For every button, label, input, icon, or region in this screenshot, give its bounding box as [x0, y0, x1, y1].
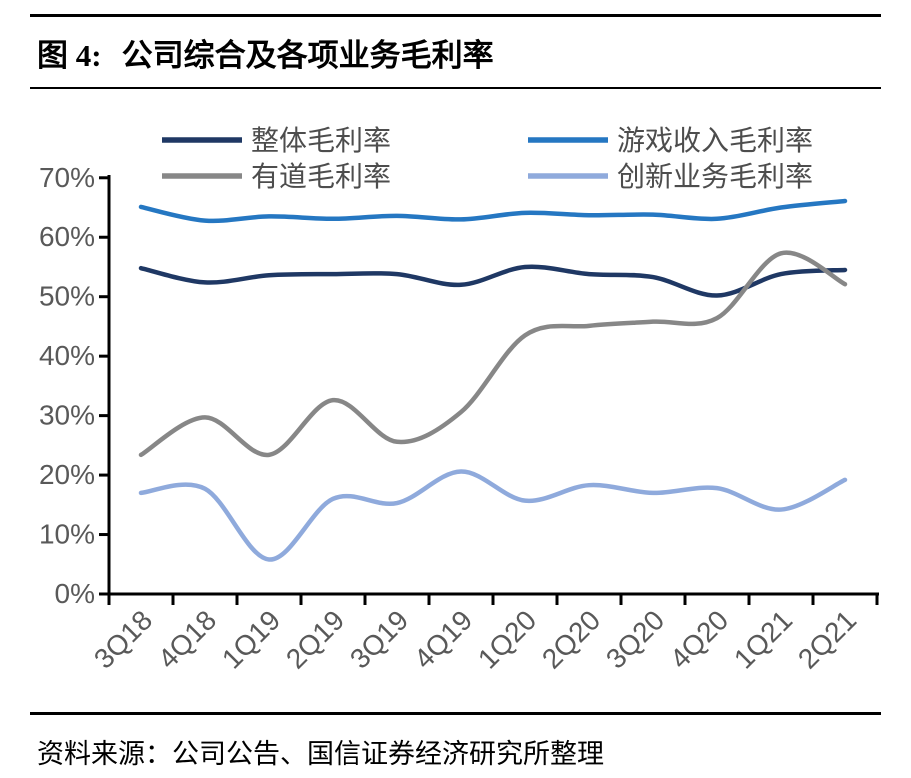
y-axis-label: 20% — [39, 459, 95, 490]
legend-label-overall: 整体毛利率 — [251, 125, 391, 157]
series-line-overall — [138, 264, 848, 298]
x-axis-label: 1Q21 — [728, 604, 798, 674]
legend-label-youdao: 有道毛利率 — [251, 161, 391, 193]
figure-title: 公司综合及各项业务毛利率 — [121, 38, 494, 73]
divider-top — [30, 14, 881, 17]
x-axis-label: 4Q20 — [664, 604, 734, 674]
x-axis-label: 1Q19 — [216, 604, 286, 674]
legend-label-innovation: 创新业务毛利率 — [617, 161, 813, 193]
figure-number-label: 图 4: — [37, 38, 102, 73]
x-axis-label: 2Q21 — [792, 604, 862, 674]
x-axis-label: 3Q20 — [600, 604, 670, 674]
gross-margin-line-chart: 0%10%20%30%40%50%60%70%3Q184Q181Q192Q193… — [39, 125, 879, 675]
series-line-youdao — [138, 250, 848, 458]
y-axis-label: 70% — [39, 162, 95, 193]
y-axis-label: 10% — [39, 519, 95, 550]
y-axis-label: 50% — [39, 281, 95, 312]
figure-title-row: 图 4: 公司综合及各项业务毛利率 — [37, 30, 494, 75]
legend-label-game: 游戏收入毛利率 — [617, 125, 813, 157]
y-axis-label: 40% — [39, 340, 95, 371]
y-axis-label: 30% — [39, 400, 95, 431]
x-axis-label: 3Q18 — [88, 604, 158, 674]
series-line-innovation — [138, 469, 848, 562]
y-axis-label: 60% — [39, 221, 95, 252]
x-axis-label: 1Q20 — [472, 604, 542, 674]
divider-bottom — [30, 712, 881, 715]
y-axis-label: 0% — [55, 578, 95, 609]
series-line-game — [138, 198, 848, 224]
x-axis-label: 3Q19 — [344, 604, 414, 674]
x-axis-label: 2Q20 — [536, 604, 606, 674]
x-axis-label: 4Q18 — [152, 604, 222, 674]
x-axis-label: 2Q19 — [280, 604, 350, 674]
x-axis-label: 4Q19 — [408, 604, 478, 674]
divider-under-title — [30, 87, 881, 89]
source-note: 资料来源：公司公告、国信证券经济研究所整理 — [37, 739, 604, 769]
